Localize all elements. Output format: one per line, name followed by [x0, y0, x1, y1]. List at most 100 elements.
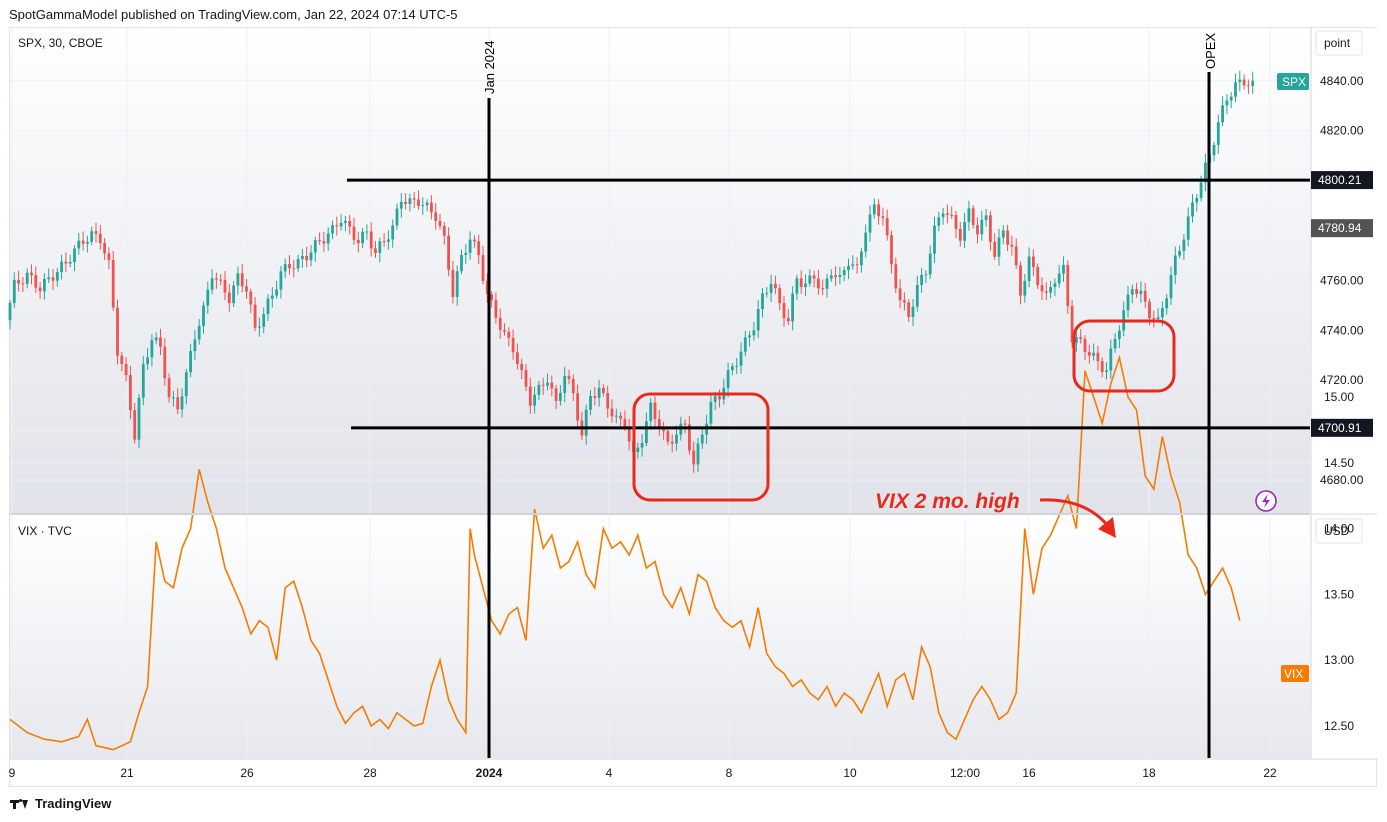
candle-body [17, 279, 20, 284]
candle-body [331, 225, 334, 234]
vix-price-tick: 15.00 [1324, 390, 1354, 404]
candle-body [25, 272, 29, 284]
candle-body [928, 253, 932, 275]
spx-price-tick: 4840.00 [1320, 74, 1364, 88]
time-axis-tick: 10 [843, 766, 857, 780]
candle-body [399, 201, 403, 209]
candle-body [937, 217, 941, 226]
candle-body [614, 415, 618, 417]
time-axis-tick: 26 [240, 766, 254, 780]
candle-body [1092, 352, 1095, 356]
candle-body [804, 283, 807, 288]
tradingview-logo-icon [10, 797, 30, 811]
candle-body [507, 331, 511, 338]
candle-body [473, 239, 476, 242]
candle-body [270, 295, 274, 299]
candle-body [120, 355, 124, 365]
candle-body [8, 302, 12, 321]
candle-body [546, 382, 549, 386]
candle-body [533, 394, 536, 406]
candle-body [262, 314, 266, 327]
candle-body [1019, 265, 1022, 296]
candle-body [950, 214, 954, 216]
candle-body [1006, 230, 1009, 245]
publisher-header: SpotGammaModel published on TradingView.… [9, 7, 458, 22]
candle-body [1087, 352, 1091, 356]
candle-body [369, 231, 373, 249]
spx-price-tick: 4760.00 [1320, 273, 1364, 287]
vix-price-tick: 12.50 [1324, 719, 1354, 733]
candle-body [38, 287, 42, 292]
candle-body [1195, 197, 1199, 203]
candle-body [563, 375, 567, 393]
candle-body [68, 262, 72, 264]
candle-body [726, 370, 730, 389]
candle-body [335, 225, 339, 227]
candle-body [683, 423, 687, 425]
candle-body [735, 365, 739, 367]
candle-body [662, 429, 665, 432]
candle-body [541, 384, 545, 386]
candle-body [795, 278, 799, 294]
candle-body [623, 418, 627, 428]
candle-body [245, 286, 248, 292]
candle-body [688, 424, 691, 451]
candle-body [477, 241, 481, 256]
candle-body [34, 275, 38, 288]
candle-body [292, 268, 296, 270]
candle-body [103, 242, 106, 254]
candle-body [1036, 267, 1040, 286]
candle-body [645, 421, 648, 444]
tradingview-footer: TradingView [10, 796, 111, 811]
vix-price-tick: 14.00 [1324, 522, 1354, 536]
candle-body [240, 273, 244, 287]
candle-body [778, 288, 782, 304]
candle-body [898, 288, 902, 301]
candle-body [894, 264, 898, 289]
vix-price-tick: 14.50 [1324, 456, 1354, 470]
candle-body [189, 351, 192, 373]
candle-body [1204, 162, 1207, 183]
candle-body [967, 208, 971, 223]
price-badge [1311, 418, 1373, 437]
candle-body [455, 271, 459, 297]
candle-body [946, 213, 949, 215]
price-badge-label: 4700.91 [1318, 421, 1362, 435]
price-axis-background [1311, 28, 1377, 758]
candle-body [864, 232, 868, 252]
candle-body [571, 379, 575, 394]
candle-body [868, 214, 872, 233]
candle-body [434, 212, 438, 221]
candle-body [356, 239, 360, 244]
candle-body [197, 325, 201, 340]
candle-body [137, 397, 141, 440]
candle-body [1027, 256, 1031, 282]
candle-body [322, 241, 326, 244]
candle-body [51, 277, 55, 281]
candle-body [1001, 230, 1005, 238]
candle-body [1049, 287, 1052, 293]
candle-body [984, 215, 988, 220]
candle-body [94, 231, 98, 234]
time-axis-tick: 2024 [476, 766, 503, 780]
candle-body [821, 288, 825, 290]
candle-body [309, 252, 313, 261]
time-axis-tick: 18 [1142, 766, 1156, 780]
candle-body [425, 202, 429, 206]
candle-body [378, 241, 382, 254]
candle-body [73, 248, 76, 263]
candle-body [1216, 122, 1220, 145]
candle-body [1010, 244, 1014, 247]
candle-body [606, 392, 610, 409]
candle-body [963, 222, 966, 241]
candle-body [159, 337, 162, 347]
time-axis-tick: 16 [1022, 766, 1036, 780]
candle-body [391, 225, 395, 240]
candle-body [279, 271, 283, 290]
candle-body [1251, 80, 1255, 86]
candle-body [90, 231, 94, 242]
candle-body [387, 239, 390, 242]
candle-body [1023, 281, 1027, 296]
candle-body [154, 337, 158, 341]
candle-body [47, 277, 51, 280]
